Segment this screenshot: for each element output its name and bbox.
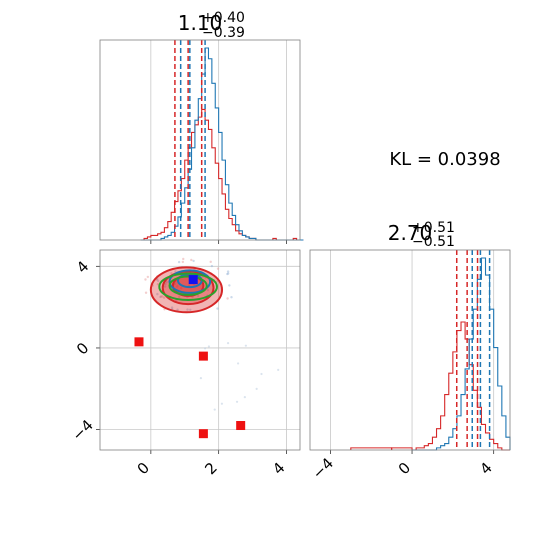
contour-5 [158, 272, 218, 301]
red-marker [198, 351, 208, 361]
histogram-p2-blue [412, 257, 511, 451]
y-tick-label-p2: 0 [73, 339, 92, 358]
x-tick-label-p1: 4 [269, 459, 288, 478]
sample-dot [226, 342, 230, 345]
sample-dot [179, 287, 183, 290]
histogram-p2-frame [309, 249, 511, 451]
histogram-p1-panel [99, 39, 304, 244]
p1-title: 1.10 [178, 11, 223, 35]
sample-dot [177, 260, 181, 264]
red-marker [236, 421, 246, 431]
sample-dot [156, 279, 160, 283]
sample-dot [235, 400, 239, 403]
joint-p1-p2-panel: 0 2 4 −4 0 4 [69, 249, 301, 478]
histogram-p1-frame [99, 39, 301, 241]
histogram-p1-blue [140, 47, 304, 241]
sample-dot [176, 285, 179, 288]
red-marker [198, 429, 208, 439]
kl-text: KL = 0.0398 [389, 149, 500, 170]
histogram-p2-panel: −4 0 4 [309, 249, 511, 483]
sample-dot [216, 267, 220, 270]
p2-title-plus: +0.51 [412, 220, 455, 236]
sample-dot [244, 344, 247, 347]
sample-dot [230, 296, 233, 299]
sample-dot [176, 308, 179, 311]
sample-dot [213, 408, 216, 411]
sample-dot [210, 264, 214, 268]
sample-dot [159, 295, 162, 299]
x-tick-label-p2: 0 [395, 459, 414, 478]
x-tick-label-p1: 2 [201, 459, 220, 478]
sample-dot [260, 372, 263, 376]
sample-dot [207, 345, 211, 348]
sample-dot [192, 259, 195, 263]
p1-title-value: 1.10 [178, 11, 223, 35]
sample-dot [209, 260, 212, 264]
sample-dot [163, 285, 167, 288]
y-tick-label-p2: −4 [69, 416, 97, 444]
sample-dot [181, 260, 185, 264]
sample-dot [255, 387, 258, 390]
sample-dot [277, 368, 280, 371]
sample-dot [206, 288, 210, 292]
x-tick-label-p2: 4 [476, 459, 495, 478]
sample-dot [170, 271, 173, 275]
joint-panel-frame [99, 249, 301, 451]
blue-marker [188, 275, 198, 285]
sample-dot [216, 307, 219, 310]
sample-dot [189, 308, 192, 311]
histogram-p2-red [412, 321, 510, 451]
x-tick-label-p1: 0 [134, 459, 153, 478]
histogram-p1-red [140, 108, 304, 241]
sample-dot [227, 272, 230, 275]
sample-dot [226, 297, 229, 300]
sample-dot [178, 295, 181, 298]
sample-dot [164, 282, 167, 286]
sample-dot [226, 270, 230, 273]
histogram-p2-red-tail [391, 447, 413, 450]
sample-dot [196, 294, 200, 298]
contour-6 [168, 275, 208, 296]
sample-dot [174, 270, 177, 273]
sample-dot [156, 283, 160, 286]
sample-dot [170, 306, 174, 309]
sample-dot [204, 347, 207, 350]
sample-dot [162, 296, 166, 299]
sample-dot [182, 257, 185, 261]
contour-3 [168, 269, 212, 294]
p2-title: 2.70 [388, 221, 433, 245]
sample-dot [199, 377, 203, 380]
sample-dot [156, 292, 159, 296]
sample-dot [243, 395, 246, 399]
sample-dot [144, 278, 147, 281]
sample-dot [190, 258, 193, 262]
sample-dot [220, 402, 224, 405]
red-marker [134, 337, 144, 347]
sample-dot [228, 284, 231, 287]
sample-dot [186, 308, 189, 311]
sample-dot [192, 283, 196, 286]
sample-dot [236, 362, 240, 365]
p2-title-minus: −0.51 [412, 234, 455, 250]
y-tick-label-p2: 4 [73, 257, 92, 276]
sample-dot [144, 291, 148, 294]
sample-dot [216, 280, 219, 283]
p1-title-plus: +0.40 [202, 10, 245, 26]
sample-dot [165, 280, 168, 284]
x-tick-label-p2: −4 [309, 454, 337, 482]
p1-title-minus: −0.39 [202, 25, 245, 41]
p2-title-value: 2.70 [388, 221, 433, 245]
sample-dot [146, 275, 150, 279]
